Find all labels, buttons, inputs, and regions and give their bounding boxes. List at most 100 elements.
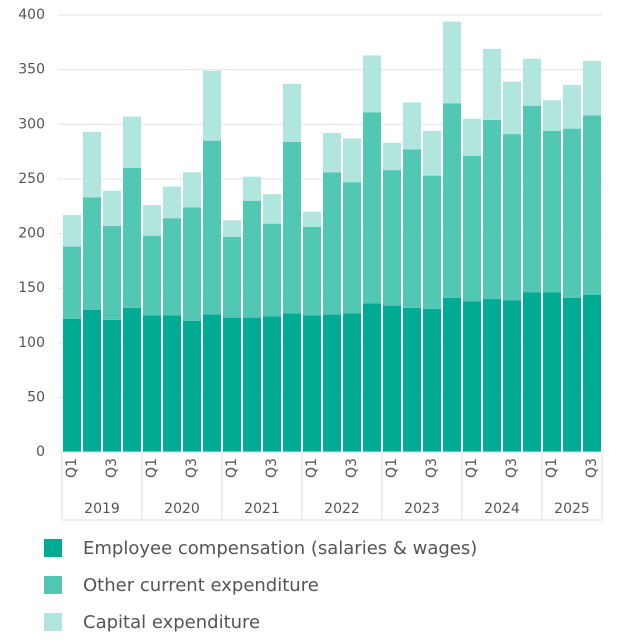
bar-segment: [523, 58, 541, 106]
bar-segment: [143, 315, 161, 452]
bar-segment: [363, 55, 381, 113]
bar-segment: [183, 172, 201, 208]
bar-segment: [543, 100, 561, 131]
bar-segment: [343, 138, 361, 183]
y-tick-label: 250: [18, 171, 45, 187]
bar-segment: [83, 131, 101, 198]
x-tick-label: Q3: [584, 458, 600, 478]
x-tick-label: Q3: [424, 458, 440, 478]
legend-label: Capital expenditure: [83, 612, 260, 633]
bar-segment: [583, 115, 601, 295]
bar-segment: [83, 197, 101, 310]
y-tick-label: 100: [18, 335, 45, 351]
bar-segment: [283, 313, 301, 452]
bar-segment: [223, 220, 241, 237]
bar-segment: [383, 170, 401, 306]
bar-segment: [503, 81, 521, 135]
year-label: 2022: [324, 501, 360, 517]
bar-segment: [263, 194, 281, 224]
bar-segment: [423, 175, 441, 309]
x-tick-label: Q3: [344, 458, 360, 478]
bar-segment: [503, 300, 521, 452]
bar-segment: [363, 112, 381, 304]
bar-segment: [403, 149, 421, 308]
year-label: 2019: [84, 501, 120, 517]
x-tick-label: Q1: [304, 458, 320, 478]
y-tick-label: 150: [18, 280, 45, 296]
y-tick-label: 350: [18, 62, 45, 78]
x-tick-label: Q1: [544, 458, 560, 478]
legend-swatch: [44, 613, 62, 631]
bar-segment: [503, 134, 521, 301]
x-tick-label: Q3: [104, 458, 120, 478]
bar-segment: [63, 246, 81, 319]
y-tick-label: 300: [18, 116, 45, 132]
bar-segment: [563, 84, 581, 129]
bar-segment: [203, 70, 221, 141]
bar-segment: [403, 102, 421, 150]
bar-segment: [143, 235, 161, 316]
bar-segment: [463, 155, 481, 302]
year-label: 2021: [244, 501, 280, 517]
bar-segment: [123, 116, 141, 168]
bar-segment: [323, 132, 341, 173]
bar-segment: [303, 226, 321, 316]
bar-segment: [343, 182, 361, 314]
legend-label: Employee compensation (salaries & wages): [83, 538, 477, 559]
bar-segment: [443, 21, 461, 104]
bar-segment: [543, 130, 561, 293]
bar-segment: [243, 176, 261, 201]
bar-segment: [383, 142, 401, 171]
bar-segment: [183, 207, 201, 321]
bar-segment: [83, 309, 101, 452]
bar-segment: [303, 211, 321, 227]
legend-label: Other current expenditure: [83, 575, 319, 596]
bar-segment: [483, 299, 501, 452]
bar-segment: [423, 308, 441, 452]
legend-swatch: [44, 539, 62, 557]
bar-segment: [583, 60, 601, 116]
bar-segment: [523, 105, 541, 293]
bar-segment: [303, 315, 321, 452]
bar-segment: [463, 301, 481, 452]
year-label: 2023: [404, 501, 440, 517]
x-tick-label: Q3: [504, 458, 520, 478]
bar-segment: [103, 225, 121, 320]
bar-segment: [163, 186, 181, 219]
bar-segment: [243, 200, 261, 318]
year-label: 2020: [164, 501, 200, 517]
bar-segment: [443, 297, 461, 452]
bar-segment: [423, 130, 441, 176]
bar-segment: [283, 141, 301, 314]
x-tick-label: Q1: [224, 458, 240, 478]
bar-segment: [203, 140, 221, 315]
y-tick-label: 400: [18, 7, 45, 23]
bar-segment: [483, 48, 501, 120]
bar-segment: [343, 313, 361, 452]
bar-segment: [523, 292, 541, 452]
x-tick-label: Q3: [184, 458, 200, 478]
bar-segment: [163, 315, 181, 452]
bar-segment: [543, 292, 561, 452]
bar-segment: [563, 297, 581, 452]
y-tick-label: 0: [36, 444, 45, 460]
x-tick-label: Q3: [264, 458, 280, 478]
x-tick-label: Q1: [464, 458, 480, 478]
year-label: 2025: [554, 501, 590, 517]
bar-segment: [563, 128, 581, 298]
x-tick-label: Q1: [384, 458, 400, 478]
bar-segment: [323, 314, 341, 452]
bar-segment: [243, 317, 261, 452]
bar-segment: [63, 318, 81, 452]
bar-segment: [183, 320, 201, 452]
bar-segment: [583, 294, 601, 452]
bar-segment: [63, 214, 81, 247]
bar-segment: [443, 103, 461, 298]
bar-segment: [323, 172, 341, 315]
bar-segment: [363, 303, 381, 452]
bar-segment: [143, 205, 161, 236]
bar-segment: [123, 307, 141, 452]
bar-segment: [283, 83, 301, 142]
y-tick-label: 200: [18, 226, 45, 242]
